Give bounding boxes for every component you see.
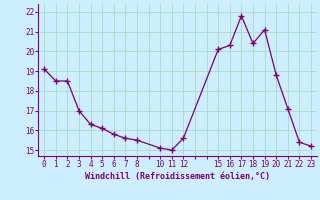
X-axis label: Windchill (Refroidissement éolien,°C): Windchill (Refroidissement éolien,°C) (85, 172, 270, 181)
